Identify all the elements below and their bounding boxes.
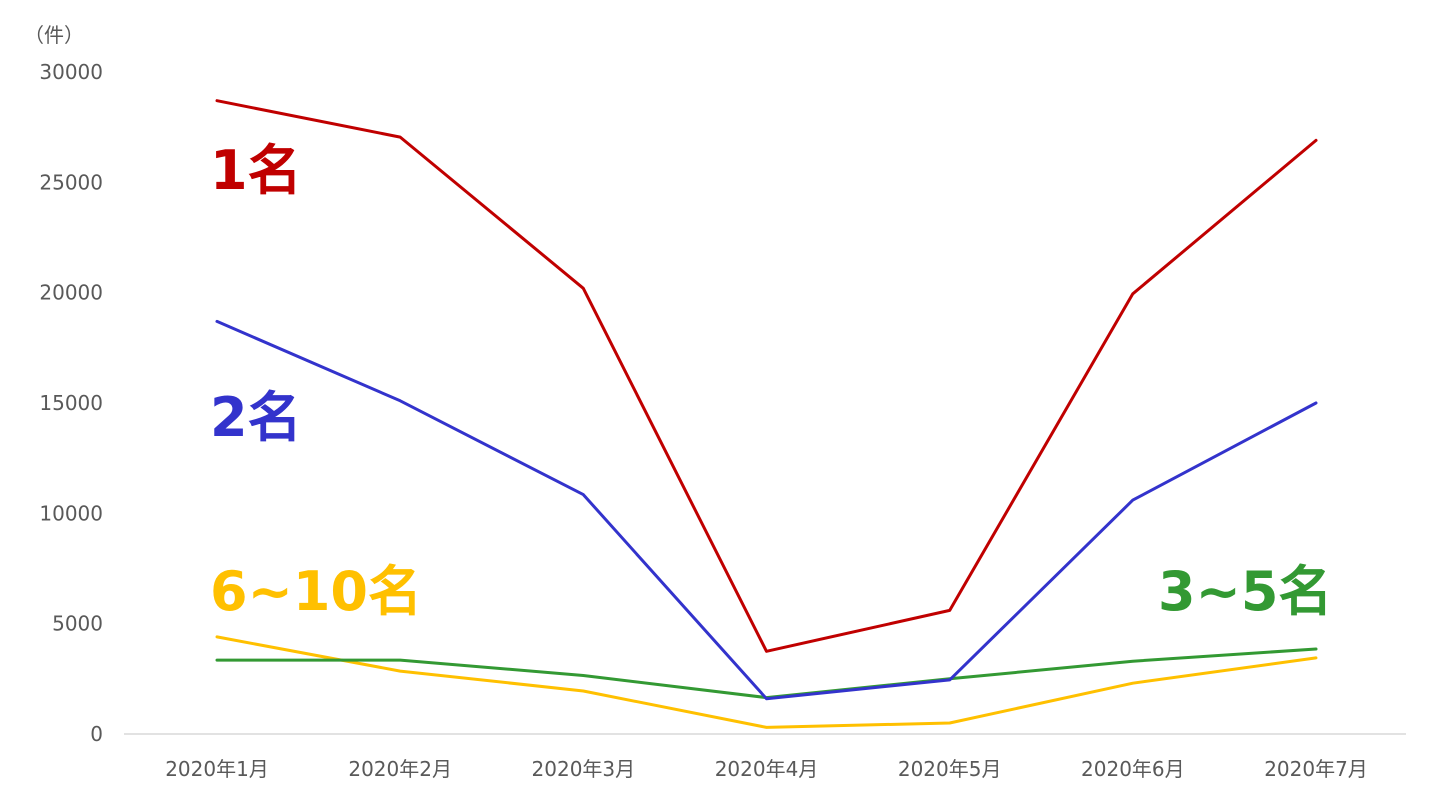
x-tick-label: 2020年2月: [348, 757, 452, 781]
x-axis-ticks: 2020年1月 2020年2月 2020年3月 2020年4月 2020年5月 2020年…: [165, 757, 1368, 781]
series-label-2: 2名: [210, 386, 302, 449]
x-tick-label: 2020年5月: [898, 757, 1002, 781]
y-tick-label: 10000: [39, 501, 103, 525]
x-tick-label: 2020年6月: [1081, 757, 1185, 781]
y-tick-label: 15000: [39, 391, 103, 415]
series-label-6-10: 6~10名: [210, 560, 422, 623]
y-axis-ticks: 0 5000 10000 15000 20000 25000 30000: [39, 60, 103, 746]
series-label-3-5: 3~5名: [1158, 560, 1332, 623]
series-line-1: [215, 99, 1318, 653]
x-tick-label: 2020年1月: [165, 757, 269, 781]
y-tick-label: 25000: [39, 170, 103, 194]
y-axis-unit-label: （件）: [24, 23, 84, 47]
series-line-2: [215, 319, 1318, 701]
y-tick-label: 0: [90, 722, 103, 746]
y-tick-label: 30000: [39, 60, 103, 84]
y-tick-label: 20000: [39, 281, 103, 305]
x-tick-label: 2020年3月: [532, 757, 636, 781]
y-tick-label: 5000: [52, 612, 103, 636]
series-label-1: 1名: [210, 139, 302, 202]
series-line-6-10: [215, 635, 1318, 729]
x-tick-label: 2020年4月: [715, 757, 819, 781]
series-lines: [215, 99, 1318, 729]
x-tick-label: 2020年7月: [1264, 757, 1368, 781]
series-line-3-5: [215, 647, 1318, 700]
